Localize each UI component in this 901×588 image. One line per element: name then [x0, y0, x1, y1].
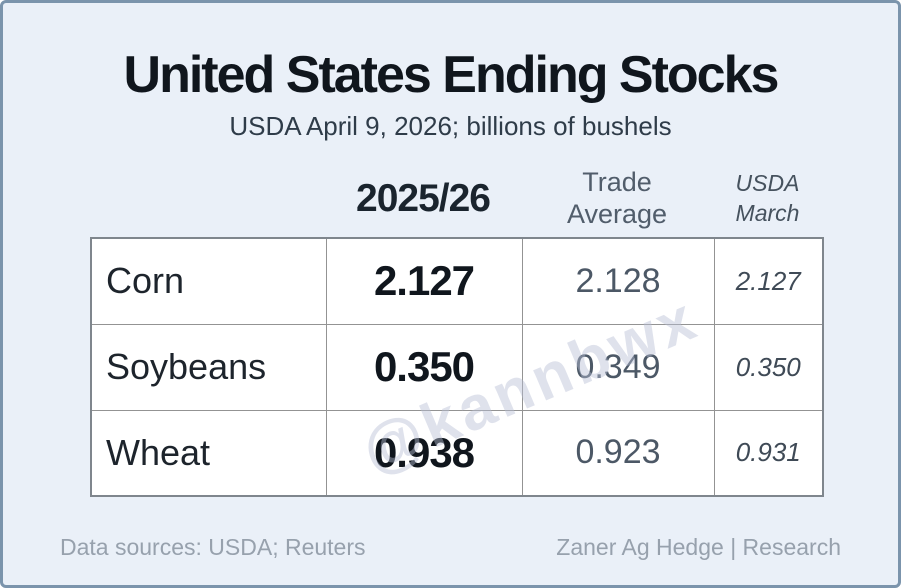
column-header-march-line2: March — [735, 200, 800, 226]
table-row-wheat: Wheat 0.938 0.923 0.931 — [90, 409, 824, 497]
page-title: United States Ending Stocks — [123, 46, 780, 104]
column-header-usda-march: USDA March — [713, 169, 822, 229]
column-headers: 2025/26 Trade Average USDA March — [90, 163, 822, 235]
column-header-year: 2025/26 — [356, 177, 491, 220]
table-row-corn: Corn 2.127 2.128 2.127 — [90, 237, 824, 325]
column-header-trade-line1: Trade — [582, 167, 652, 198]
data-sources-text: Data sources: USDA; Reuters — [60, 534, 366, 560]
page-subtitle: USDA April 9, 2026; billions of bushels — [229, 111, 672, 141]
trade-average-value: 2.128 — [521, 237, 715, 325]
column-header-trade-average: Trade Average — [521, 167, 713, 231]
commodity-label: Soybeans — [90, 323, 327, 411]
trade-average-value: 0.349 — [521, 323, 715, 411]
usda-march-value: 0.350 — [713, 323, 824, 411]
attribution-text: Zaner Ag Hedge | Research — [556, 534, 841, 560]
commodity-label: Wheat — [90, 409, 327, 497]
column-header-trade-line2: Average — [566, 199, 668, 229]
footer: Data sources: USDA; Reuters Zaner Ag Hed… — [3, 534, 898, 561]
commodity-label: Corn — [90, 237, 327, 325]
current-estimate-value: 0.938 — [325, 409, 523, 497]
current-estimate-value: 2.127 — [325, 237, 523, 325]
trade-average-value: 0.923 — [521, 409, 715, 497]
usda-march-value: 2.127 — [713, 237, 824, 325]
table-row-soybeans: Soybeans 0.350 0.349 0.350 — [90, 323, 824, 411]
current-estimate-value: 0.350 — [325, 323, 523, 411]
column-header-march-line1: USDA — [735, 170, 800, 197]
usda-march-value: 0.931 — [713, 409, 824, 497]
ending-stocks-table: Corn 2.127 2.128 2.127 Soybeans 0.350 0.… — [90, 237, 824, 497]
